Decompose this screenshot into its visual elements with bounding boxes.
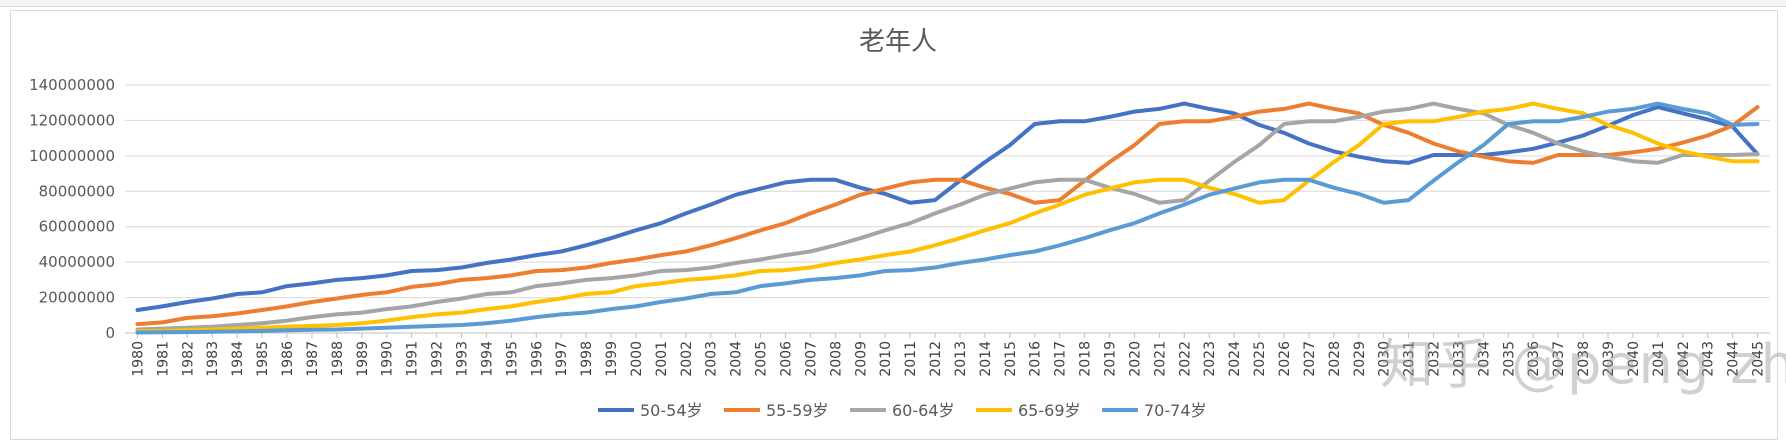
x-tick-label: 2011: [903, 341, 919, 377]
x-tick-label: 2006: [778, 341, 794, 377]
x-tick-label: 2005: [754, 341, 770, 377]
x-tick-label: 2029: [1352, 341, 1368, 377]
legend-label: 70-74岁: [1144, 401, 1207, 420]
x-tick-label: 2033: [1451, 341, 1467, 377]
x-tick-label: 1983: [205, 341, 221, 377]
y-tick-label: 140000000: [29, 76, 115, 94]
x-tick-label: 2013: [953, 341, 969, 377]
x-tick-label: 2019: [1103, 341, 1119, 377]
y-axis: 0 20000000 40000000 60000000 80000000 1000000…: [29, 76, 115, 342]
x-tick-label: 2027: [1302, 341, 1318, 377]
y-tick-label: 20000000: [39, 289, 115, 307]
x-tick-label: 2025: [1252, 341, 1268, 377]
x-tick-label: 2007: [803, 341, 819, 377]
x-tick-label: 2035: [1501, 341, 1517, 377]
legend-label: 65-69岁: [1018, 401, 1081, 420]
x-tick-label: 2039: [1601, 341, 1617, 377]
x-tick-label: 1986: [280, 341, 296, 377]
series-line: [135, 101, 1760, 334]
y-tick-label: 100000000: [29, 147, 115, 165]
x-tick-label: 2022: [1177, 341, 1193, 377]
chart-frame[interactable]: [10, 10, 1778, 440]
x-tick-label: 2020: [1127, 341, 1143, 377]
x-tick-label: 1998: [579, 341, 595, 377]
x-tick-label: 2043: [1701, 341, 1717, 377]
legend-label: 50-54岁: [640, 401, 703, 420]
series-line: [135, 101, 1760, 312]
x-tick-label: 2031: [1402, 341, 1418, 377]
y-tick-label: 120000000: [29, 111, 115, 129]
x-tick-label: 2026: [1277, 341, 1293, 377]
x-tick-label: 1999: [604, 341, 620, 377]
x-tick-label: 1982: [180, 341, 196, 377]
x-tick-label: 2012: [928, 341, 944, 377]
x-tick-label: 2042: [1676, 341, 1692, 377]
x-tick-label: 2010: [878, 341, 894, 377]
y-tick-label: 80000000: [39, 182, 115, 200]
x-tick-label: 2008: [828, 341, 844, 377]
legend-label: 55-59岁: [766, 401, 829, 420]
x-tick-label: 1990: [380, 341, 396, 377]
x-tick-label: 1987: [305, 341, 321, 377]
x-tick-label: 2024: [1227, 341, 1243, 377]
x-tick-label: 2017: [1053, 341, 1069, 377]
chart-title: 老年人: [859, 27, 937, 57]
x-tick-label: 1996: [529, 341, 545, 377]
x-tick-label: 2014: [978, 341, 994, 377]
x-tick-label: 1988: [330, 341, 346, 377]
x-tick-label: 2004: [729, 341, 745, 377]
x-tick-label: 2041: [1651, 341, 1667, 377]
x-tick-label: 2037: [1551, 341, 1567, 377]
x-tick-label: 2015: [1003, 341, 1019, 377]
y-tick-label: 60000000: [39, 218, 115, 236]
y-tick-label: 0: [105, 324, 115, 342]
x-tick-label: 2018: [1078, 341, 1094, 377]
x-tick-label: 1991: [405, 341, 421, 377]
x-tick-label: 2044: [1726, 341, 1742, 377]
watermark-text: 知乎 @peng zhang: [1380, 333, 1786, 396]
x-tick-label: 1980: [130, 341, 146, 377]
x-tick-label: 2016: [1028, 341, 1044, 377]
x-tick-label: 1994: [479, 341, 495, 377]
x-tick-label: 2036: [1526, 341, 1542, 377]
x-tick-label: 2001: [654, 341, 670, 377]
x-tick-label: 2021: [1152, 341, 1168, 377]
plot-area: [135, 101, 1760, 335]
x-tick-label: 2032: [1427, 341, 1443, 377]
legend: 50-54岁 55-59岁 60-64岁 65-69岁 70-74岁: [598, 401, 1207, 420]
x-axis: 1980 1981 1982 1983 1984 1985 1986 1987 1988 1989…: [130, 333, 1767, 377]
x-tick-label: 1992: [430, 341, 446, 377]
x-tick-label: 2002: [679, 341, 695, 377]
x-tick-label: 2040: [1626, 341, 1642, 377]
x-tick-label: 1993: [454, 341, 470, 377]
x-tick-label: 2045: [1751, 341, 1767, 377]
series-line: [135, 101, 1760, 327]
x-tick-label: 1981: [155, 341, 171, 377]
x-tick-label: 1989: [355, 341, 371, 377]
spreadsheet-row-edge: [0, 0, 1786, 7]
x-tick-label: 2000: [629, 341, 645, 377]
y-tick-label: 40000000: [39, 253, 115, 271]
series-line: [135, 101, 1760, 332]
x-tick-label: 2028: [1327, 341, 1343, 377]
x-tick-label: 1995: [504, 341, 520, 377]
x-tick-label: 2030: [1377, 341, 1393, 377]
x-tick-label: 1997: [554, 341, 570, 377]
x-tick-label: 1984: [230, 341, 246, 377]
x-tick-label: 2023: [1202, 341, 1218, 377]
x-tick-label: 2003: [704, 341, 720, 377]
x-tick-label: 2034: [1476, 341, 1492, 377]
x-tick-label: 2009: [853, 341, 869, 377]
x-tick-label: 2038: [1576, 341, 1592, 377]
x-tick-label: 1985: [255, 341, 271, 377]
series-line: [135, 101, 1760, 335]
legend-label: 60-64岁: [892, 401, 955, 420]
